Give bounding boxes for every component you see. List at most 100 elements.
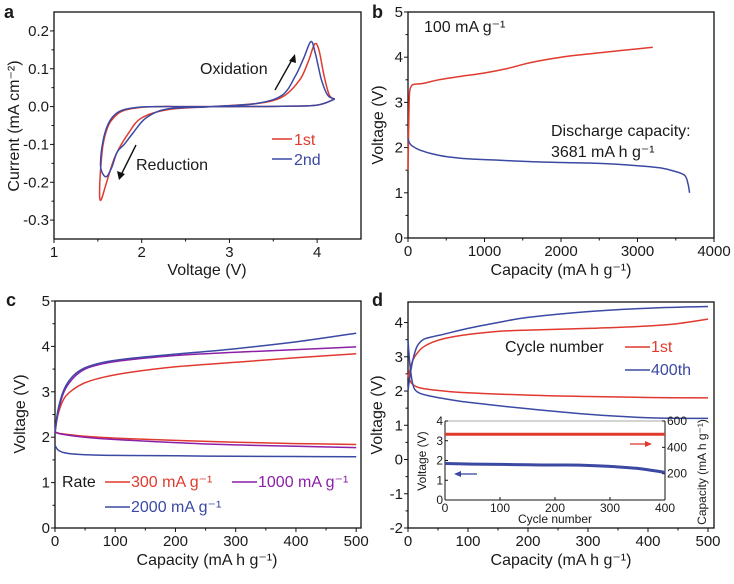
y-tick-label: 1 <box>42 475 50 492</box>
x-tick-label: 200 <box>163 533 188 550</box>
series-line-c-2 <box>54 346 357 433</box>
panel-d-curves <box>407 305 709 420</box>
y-tick-label: 0 <box>395 230 403 247</box>
panel-b-letter: b <box>372 2 383 22</box>
x-tick-label: 100 <box>103 533 128 550</box>
series-line-d-2 <box>407 305 709 392</box>
y-tick-label: 3 <box>395 349 403 366</box>
legend-a-1st-label: 1st <box>294 132 316 149</box>
inset-right-arrowhead-icon <box>645 441 652 447</box>
inset-x-tick-label: 0 <box>442 501 449 515</box>
y-tick-label: -2 <box>390 520 403 537</box>
y-tick-label: -0.3 <box>23 212 49 229</box>
panel-c-frame <box>54 300 362 529</box>
panel-c-ticks: 0 100 200 300 400 500 0 1 2 3 4 5 <box>42 293 369 550</box>
panel-d-letter: d <box>372 290 383 310</box>
x-tick-label: 4000 <box>697 243 730 260</box>
panel-c-xlabel: Capacity (mA h g⁻¹) <box>137 552 278 569</box>
y-tick-label: 5 <box>395 4 403 21</box>
panel-a-xlabel: Voltage (V) <box>167 262 246 279</box>
inset-xlabel: Cycle number <box>518 512 592 526</box>
panel-b-curves <box>407 46 691 193</box>
y-tick-label: 5 <box>42 293 50 310</box>
y-tick-label: 0.1 <box>28 61 49 78</box>
x-tick-label: 400 <box>283 533 308 550</box>
x-tick-label: 2000 <box>544 243 577 260</box>
panel-a: a 1 2 3 4-0.3-0.2-0.10.00.10.2 Voltage (V) … <box>4 2 362 279</box>
series-line-d-3 <box>407 339 709 420</box>
legend-c-1000-label: 1000 mA g⁻¹ <box>258 474 348 491</box>
y-tick-label: -1 <box>390 486 403 503</box>
series-line-c-4 <box>54 332 357 433</box>
panel-d-xlabel: Capacity (mA h g⁻¹) <box>491 552 632 569</box>
inset-x-tick-label: 300 <box>600 501 620 515</box>
y-tick-label: 2 <box>395 383 403 400</box>
panel-b: b 0 1000 2000 3000 4000 0 1 2 3 4 5 Capacity (mA h… <box>370 2 731 279</box>
inset-x-tick-label: 400 <box>655 501 675 515</box>
inset-y-left-tick-label: 4 <box>436 414 443 428</box>
inset-series-line-1 <box>444 462 666 474</box>
y-tick-label: 0 <box>42 520 50 537</box>
y-tick-label: 4 <box>395 49 403 66</box>
y-tick-label: -0.1 <box>23 136 49 153</box>
series-line-c-5 <box>54 444 357 458</box>
y-tick-label: 0.2 <box>28 23 49 40</box>
x-tick-label: 500 <box>344 533 369 550</box>
series-line-c-3 <box>54 431 357 449</box>
x-tick-label: 0 <box>51 533 59 550</box>
series-line-b-1 <box>407 138 691 193</box>
x-tick-label: 0 <box>404 533 412 550</box>
y-tick-label: 4 <box>42 338 50 355</box>
x-tick-label: 4 <box>313 244 321 261</box>
y-tick-label: 1 <box>395 417 403 434</box>
x-tick-label: 400 <box>635 533 660 550</box>
inset-ticks: 0 100 200 300 400 0 1 2 3 4 200 400 600 <box>436 414 687 515</box>
y-tick-label: 2 <box>42 429 50 446</box>
x-tick-label: 1 <box>50 244 58 261</box>
annotation-reduction: Reduction <box>136 157 208 174</box>
x-tick-label: 200 <box>515 533 540 550</box>
reduction-arrow <box>120 144 137 176</box>
legend-c-title: Rate <box>62 474 96 491</box>
x-tick-label: 300 <box>223 533 248 550</box>
panel-b-ticks: 0 1000 2000 3000 4000 0 1 2 3 4 5 <box>395 4 731 260</box>
legend-d-400th-label: 400th <box>651 362 691 379</box>
panel-d-ylabel: Voltage (V) <box>369 375 386 454</box>
inset-curves <box>444 432 666 474</box>
panel-b-xlabel: Capacity (mA h g⁻¹) <box>491 262 632 279</box>
series-line-c-0 <box>54 352 357 433</box>
panel-c: c 0 100 200 300 400 500 0 1 2 3 4 5 Capacity (mA h … <box>6 290 369 569</box>
y-tick-label: -0.2 <box>23 174 49 191</box>
inset-y-right-tick-label: 200 <box>667 467 687 481</box>
x-tick-label: 2 <box>138 244 146 261</box>
inset-x-tick-label: 100 <box>490 501 510 515</box>
oxidation-arrowhead-icon <box>289 54 296 63</box>
panel-a-curves <box>98 40 336 202</box>
inset-y-left-tick-label: 0 <box>436 493 443 507</box>
panel-a-frame <box>53 11 362 240</box>
y-tick-label: 4 <box>395 315 403 332</box>
panel-d-frame <box>407 301 715 529</box>
series-line-a-1 <box>99 40 336 178</box>
inset-left-arrowhead-icon <box>454 471 461 477</box>
inset-y-right-tick-label: 600 <box>667 414 687 428</box>
legend-c-2000-label: 2000 mA g⁻¹ <box>131 499 221 516</box>
inset-x-tick-label: 200 <box>545 501 565 515</box>
y-tick-label: 0.0 <box>28 99 49 116</box>
x-tick-label: 0 <box>404 243 412 260</box>
legend-c-300-label: 300 mA g⁻¹ <box>131 474 212 491</box>
inset-ylabel-left: Voltage (V) <box>415 431 429 490</box>
inset-y-left-tick-label: 3 <box>436 434 443 448</box>
inset-ylabel-right: Capacity (mA h g⁻¹) <box>695 419 709 525</box>
reduction-arrowhead-icon <box>117 171 125 180</box>
panel-b-ylabel: Voltage (V) <box>370 85 387 164</box>
panel-c-letter: c <box>6 290 16 310</box>
annotation-oxidation: Oxidation <box>200 61 268 78</box>
series-line-b-0 <box>407 46 653 171</box>
panel-a-ylabel: Current (mA cm⁻²) <box>6 60 23 191</box>
y-tick-label: 1 <box>395 185 403 202</box>
y-tick-label: 3 <box>395 94 403 111</box>
y-tick-label: 3 <box>42 384 50 401</box>
